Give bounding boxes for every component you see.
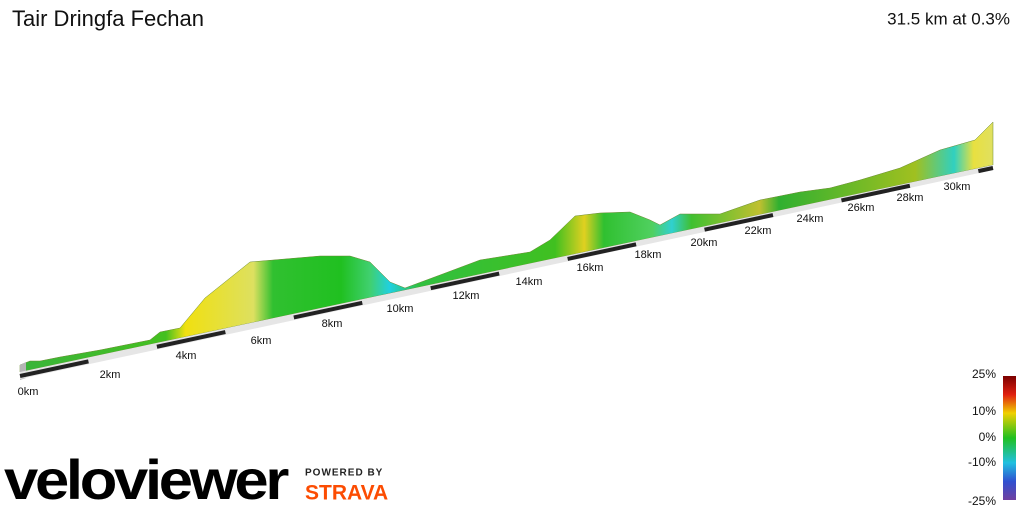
- distance-label: 24km: [797, 213, 824, 225]
- road-strip: [20, 165, 993, 379]
- distance-label: 12km: [453, 290, 480, 302]
- elevation-profile: [19, 121, 994, 380]
- distance-label: 26km: [848, 202, 875, 214]
- distance-label: 0km: [18, 386, 39, 398]
- distance-label: 30km: [944, 181, 971, 193]
- distance-label: 28km: [897, 192, 924, 204]
- distance-label: 18km: [635, 249, 662, 261]
- km-stripes: [19, 166, 994, 378]
- distance-label: 8km: [322, 318, 343, 330]
- distance-label: 4km: [176, 350, 197, 362]
- distance-labels: 0km 2km 4km 6km 8km 10km 12km 14km 16km 18km 20km 2…: [18, 181, 971, 398]
- distance-label: 6km: [251, 335, 272, 347]
- scale-tick-label: -10%: [968, 455, 996, 469]
- distance-label: 14km: [516, 276, 543, 288]
- gradient-scale-bar: [1003, 376, 1016, 500]
- gradient-scale-ticks: 25% 10% 0% -10% -25%: [968, 367, 996, 508]
- logo-velo: veloviewer: [4, 448, 288, 511]
- distance-label: 22km: [745, 225, 772, 237]
- profile-surface: [19, 121, 994, 373]
- distance-label: 16km: [577, 262, 604, 274]
- summary: 31.5 km at 0.3%: [887, 9, 1010, 28]
- scale-tick-label: -25%: [968, 494, 996, 508]
- distance-label: 10km: [387, 303, 414, 315]
- title: Tair Dringfa Fechan: [12, 6, 204, 31]
- distance-label: 2km: [100, 369, 121, 381]
- scale-tick-label: 10%: [972, 404, 996, 418]
- scale-tick-label: 25%: [972, 367, 996, 381]
- distance-label: 20km: [691, 237, 718, 249]
- strava-logo: STRAVA: [305, 482, 388, 505]
- powered-by: POWERED BY: [305, 468, 383, 479]
- scale-tick-label: 0%: [979, 430, 997, 444]
